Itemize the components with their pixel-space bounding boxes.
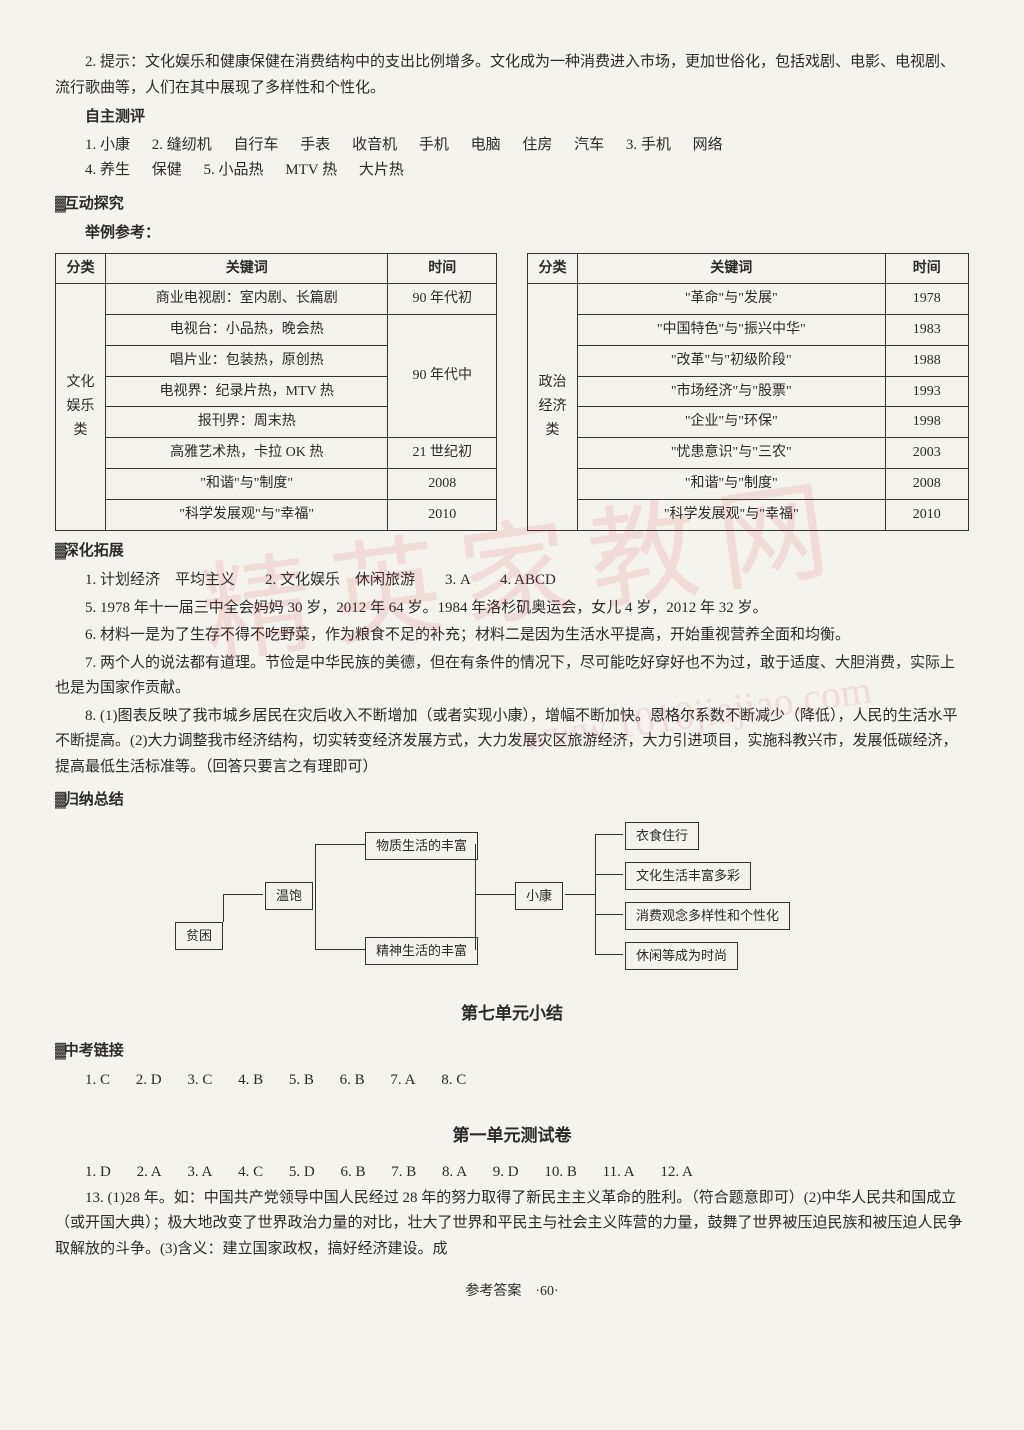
deepen-line5: 8. (1)图表反映了我市城乡居民在灾后收入不断增加（或者实现小康），增幅不断加… [55, 704, 969, 781]
th-time: 时间 [388, 253, 497, 284]
table-row: 高雅艺术热，卡拉 OK 热 21 世纪初 [56, 438, 497, 469]
table-row: "企业"与"环保"1998 [528, 407, 969, 438]
self-test-heading: 自主测评 [55, 105, 969, 131]
deepen-line4: 7. 两个人的说法都有道理。节俭是中华民族的美德，但在有条件的情况下，尽可能吃好… [55, 651, 969, 702]
box-consume: 消费观念多样性和个性化 [625, 902, 790, 930]
th-category: 分类 [56, 253, 106, 284]
box-spirit: 精神生活的丰富 [365, 937, 478, 965]
interactive-subheading: 举例参考： [55, 221, 969, 247]
box-xiaokang: 小康 [515, 882, 563, 910]
unit1-answers: 1. D 2. A 3. A 4. C 5. D 6. B 7. B 8. A … [55, 1160, 969, 1186]
td-category: 文化娱乐类 [56, 284, 106, 530]
exam-link-heading: 中考链接 [55, 1039, 969, 1065]
table-row: "科学发展观"与"幸福" 2010 [56, 499, 497, 530]
table-row: "和谐"与"制度"2008 [528, 469, 969, 500]
box-leisure: 休闲等成为时尚 [625, 942, 738, 970]
box-culture: 文化生活丰富多彩 [625, 862, 751, 890]
th-keyword: 关键词 [106, 253, 388, 284]
unit7-title: 第七单元小结 [55, 1000, 969, 1029]
table-left: 分类 关键词 时间 文化娱乐类 商业电视剧：室内剧、长篇剧 90 年代初 电视台… [55, 253, 497, 531]
table-row: 文化娱乐类 商业电视剧：室内剧、长篇剧 90 年代初 [56, 284, 497, 315]
self-test-line1: 1. 小康 2. 缝纫机 自行车 手表 收音机 手机 电脑 住房 汽车 3. 手… [55, 133, 969, 159]
self-test-line2: 4. 养生 保健 5. 小品热 MTV 热 大片热 [55, 158, 969, 184]
deepen-line3: 6. 材料一是为了生存不得不吃野菜，作为粮食不足的补充；材料二是因为生活水平提高… [55, 623, 969, 649]
table-row: 电视台：小品热，晚会热 90 年代中 [56, 315, 497, 346]
interactive-heading: 互动探究 [55, 192, 969, 218]
box-warm: 温饱 [265, 882, 313, 910]
q13-text: 13. (1)28 年。如：中国共产党领导中国人民经过 28 年的努力取得了新民… [55, 1186, 969, 1263]
page-footer: 参考答案 ·60· [55, 1280, 969, 1304]
table-row: "市场经济"与"股票"1993 [528, 376, 969, 407]
summary-heading: 归纳总结 [55, 788, 969, 814]
table-row: 分类 关键词 时间 [56, 253, 497, 284]
box-material: 物质生活的丰富 [365, 832, 478, 860]
table-row: "和谐"与"制度" 2008 [56, 469, 497, 500]
table-row: "忧患意识"与"三农"2003 [528, 438, 969, 469]
table-row: "改革"与"初级阶段"1988 [528, 345, 969, 376]
table-row: 分类 关键词 时间 [528, 253, 969, 284]
unit1-test-title: 第一单元测试卷 [55, 1122, 969, 1151]
intro-paragraph: 2. 提示：文化娱乐和健康保健在消费结构中的支出比例增多。文化成为一种消费进入市… [55, 50, 969, 101]
table-row: "中国特色"与"振兴中华"1983 [528, 315, 969, 346]
table-right: 分类 关键词 时间 政治经济类 "革命"与"发展" 1978 "中国特色"与"振… [527, 253, 969, 531]
deepen-line1: 1. 计划经济 平均主义 2. 文化娱乐 休闲旅游 3. A 4. ABCD [55, 568, 969, 594]
box-poor: 贫困 [175, 922, 223, 950]
table-row: 政治经济类 "革命"与"发展" 1978 [528, 284, 969, 315]
deepen-heading: 深化拓展 [55, 539, 969, 565]
tables-container: 分类 关键词 时间 文化娱乐类 商业电视剧：室内剧、长篇剧 90 年代初 电视台… [55, 253, 969, 531]
box-clothing: 衣食住行 [625, 822, 699, 850]
unit7-answers: 1. C 2. D 3. C 4. B 5. B 6. B 7. A 8. C [55, 1068, 969, 1094]
summary-diagram: 贫困 温饱 物质生活的丰富 精神生活的丰富 小康 衣食住行 文化生活丰富多彩 消… [175, 822, 855, 972]
table-row: "科学发展观"与"幸福"2010 [528, 499, 969, 530]
deepen-line2: 5. 1978 年十一届三中全会妈妈 30 岁，2012 年 64 岁。1984… [55, 596, 969, 622]
